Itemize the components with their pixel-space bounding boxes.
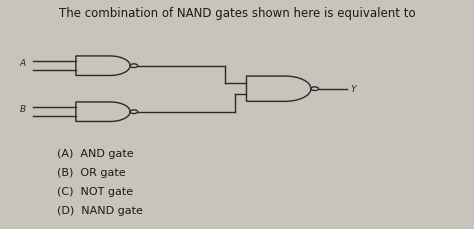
Text: (D)  NAND gate: (D) NAND gate	[57, 205, 143, 215]
PathPatch shape	[76, 102, 130, 122]
Circle shape	[130, 65, 138, 68]
Text: (C)  NOT gate: (C) NOT gate	[57, 186, 133, 196]
Text: (A)  AND gate: (A) AND gate	[57, 149, 134, 159]
Circle shape	[311, 87, 319, 91]
Text: The combination of NAND gates shown here is equivalent to: The combination of NAND gates shown here…	[59, 7, 415, 20]
Text: A: A	[20, 58, 26, 68]
PathPatch shape	[246, 77, 311, 102]
Text: B: B	[20, 104, 26, 113]
Circle shape	[130, 110, 138, 114]
PathPatch shape	[76, 57, 130, 76]
Text: (B)  OR gate: (B) OR gate	[57, 168, 126, 177]
Text: Y: Y	[351, 85, 356, 94]
